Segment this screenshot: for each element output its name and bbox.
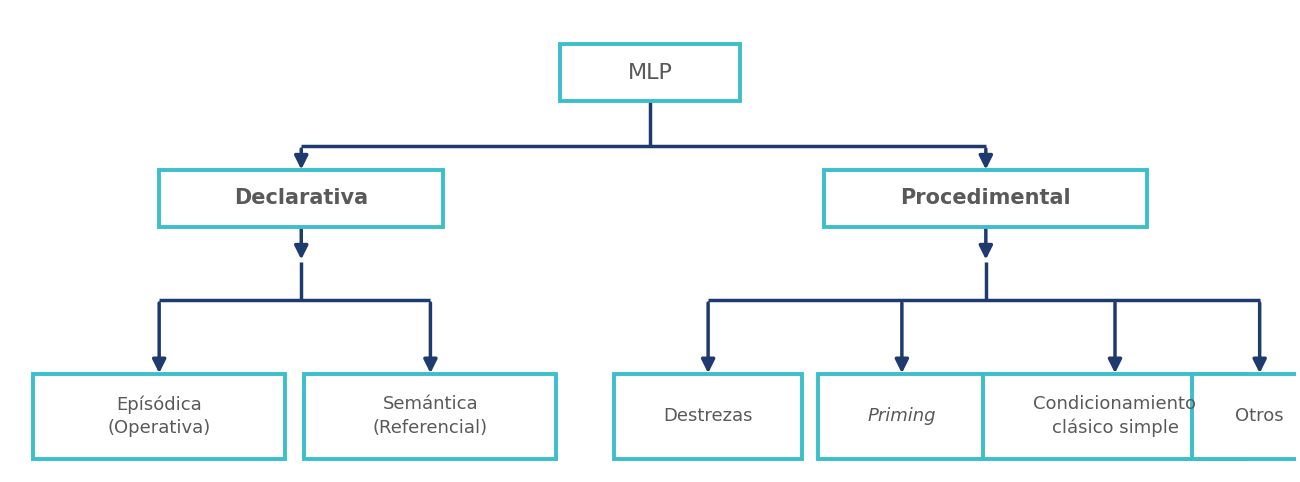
Text: Otros: Otros xyxy=(1235,407,1284,425)
FancyBboxPatch shape xyxy=(615,374,802,459)
Text: Condicionamiento
clásico simple: Condicionamiento clásico simple xyxy=(1034,395,1196,437)
FancyBboxPatch shape xyxy=(304,374,556,459)
FancyBboxPatch shape xyxy=(1192,374,1300,459)
FancyBboxPatch shape xyxy=(159,170,443,227)
Text: Priming: Priming xyxy=(867,407,936,425)
FancyBboxPatch shape xyxy=(818,374,985,459)
FancyBboxPatch shape xyxy=(559,44,741,101)
FancyBboxPatch shape xyxy=(983,374,1248,459)
Text: Procedimental: Procedimental xyxy=(901,188,1071,208)
FancyBboxPatch shape xyxy=(824,170,1148,227)
Text: Destrezas: Destrezas xyxy=(663,407,753,425)
Text: MLP: MLP xyxy=(628,63,672,83)
Text: Epísódica
(Operativa): Epísódica (Operativa) xyxy=(108,395,211,437)
FancyBboxPatch shape xyxy=(34,374,285,459)
Text: Semántica
(Referencial): Semántica (Referencial) xyxy=(373,395,488,437)
Text: Declarativa: Declarativa xyxy=(234,188,368,208)
